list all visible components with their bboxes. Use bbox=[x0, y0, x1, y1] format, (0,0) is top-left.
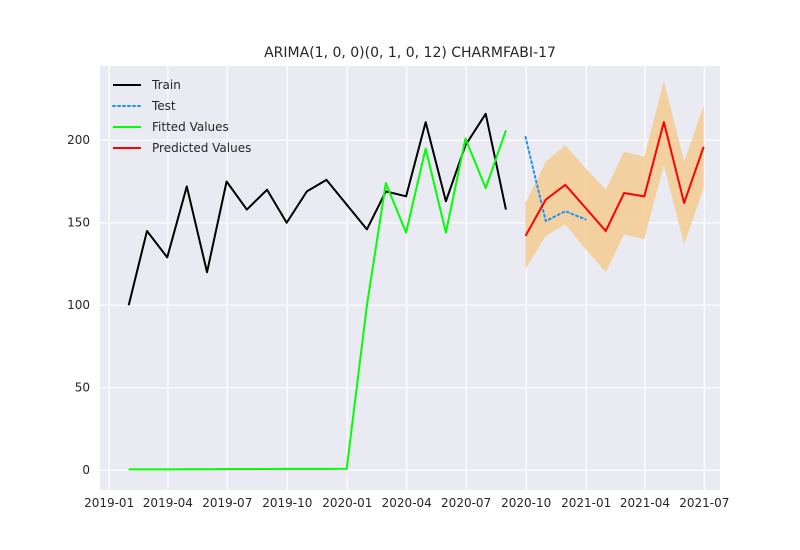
series-layer bbox=[127, 112, 705, 471]
x-tick-label: 2020-10 bbox=[501, 496, 551, 510]
y-tick-label: 200 bbox=[67, 133, 90, 147]
y-tick-label: 50 bbox=[75, 381, 90, 395]
x-tick-label: 2021-01 bbox=[561, 496, 611, 510]
chart-title: ARIMA(1, 0, 0)(0, 1, 0, 12) CHARMFABI-17 bbox=[264, 45, 556, 61]
x-tick-label: 2020-04 bbox=[382, 496, 432, 510]
x-tick-label: 2021-04 bbox=[620, 496, 670, 510]
x-tick-label: 2021-07 bbox=[679, 496, 729, 510]
legend-label-test: Test bbox=[151, 99, 176, 113]
y-axis-ticks: 0 50 100 150 200 bbox=[67, 133, 90, 477]
grid-lines bbox=[100, 66, 720, 490]
legend-label-predicted-values: Predicted Values bbox=[152, 141, 251, 155]
legend-label-train: Train bbox=[151, 78, 181, 92]
series-line-test bbox=[524, 135, 587, 223]
x-axis-ticks: 2019-01 2019-04 2019-07 2019-10 2020-01 2020-… bbox=[84, 496, 729, 510]
y-tick-label: 100 bbox=[67, 298, 90, 312]
plot-area bbox=[100, 66, 720, 490]
series-line-fitted-values bbox=[128, 130, 507, 471]
x-tick-label: 2019-04 bbox=[143, 496, 193, 510]
legend-label-fitted-values: Fitted Values bbox=[152, 120, 229, 134]
series-line-predicted-values bbox=[524, 121, 705, 237]
x-tick-label: 2020-01 bbox=[322, 496, 372, 510]
x-tick-label: 2019-10 bbox=[262, 496, 312, 510]
confidence-band bbox=[525, 80, 704, 273]
y-tick-label: 150 bbox=[67, 216, 90, 230]
y-tick-label: 0 bbox=[82, 463, 90, 477]
x-tick-label: 2019-01 bbox=[84, 496, 134, 510]
series-line-train bbox=[127, 112, 507, 306]
x-tick-label: 2019-07 bbox=[202, 496, 252, 510]
x-tick-label: 2020-07 bbox=[441, 496, 491, 510]
confidence-band-layer bbox=[525, 80, 704, 273]
legend: Train Test Fitted Values Predicted Values bbox=[112, 78, 251, 155]
